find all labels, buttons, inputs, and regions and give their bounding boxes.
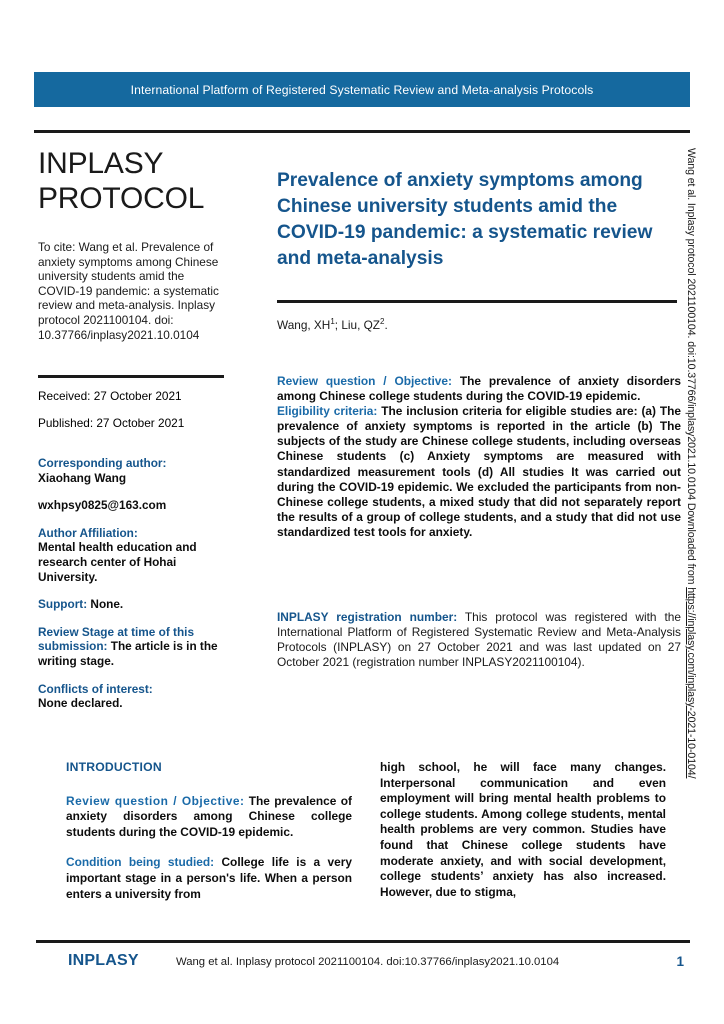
header-divider-rule <box>34 130 690 133</box>
author-affiliation-block: Author Affiliation: Mental health educat… <box>38 526 234 584</box>
corresponding-author-block: Corresponding author: Xiaohang Wang <box>38 456 234 485</box>
support-block: Support: None. <box>38 597 234 612</box>
contact-email[interactable]: wxhpsy0825@163.com <box>38 498 167 513</box>
side-margin-citation-text: Wang et al. Inplasy protocol 2021100104.… <box>685 148 697 588</box>
masthead: INPLASY PROTOCOL <box>38 146 238 216</box>
author-byline: Wang, XH1; Liu, QZ2. <box>277 314 681 333</box>
introduction-section: INTRODUCTION Review question / Objective… <box>66 760 666 920</box>
conflicts-block: Conflicts of interest: None declared. <box>38 682 234 711</box>
published-date: Published: 27 October 2021 <box>38 415 185 430</box>
citation-block: To cite: Wang et al. Prevalence of anxie… <box>38 240 219 342</box>
author-two: ; Liu, QZ <box>334 317 381 332</box>
corresponding-author-label: Corresponding author: <box>38 456 167 470</box>
byline-terminator: . <box>384 317 388 332</box>
condition-being-studied-paragraph: Condition being studied: College life is… <box>66 855 352 902</box>
introduction-review-question-paragraph: Review question / Objective: The prevale… <box>66 794 352 841</box>
abstract-block: Review question / Objective: The prevale… <box>277 374 681 540</box>
review-question-text: The prevalence of anxiety disorders amon… <box>277 374 681 404</box>
review-stage-label: Review Stage at time of this submission: <box>38 624 195 654</box>
journal-banner: International Platform of Registered Sys… <box>34 72 690 107</box>
support-label: Support: <box>38 597 88 612</box>
received-date: Received: 27 October 2021 <box>38 389 182 403</box>
eligibility-criteria-text: The inclusion criteria for eligible stud… <box>277 404 682 539</box>
conflicts-label: Conflicts of interest: <box>38 681 153 696</box>
registration-number-text: This protocol was registered with the In… <box>277 610 681 670</box>
masthead-line-1: INPLASY <box>38 147 164 180</box>
author-affiliation-text: Mental health education and research cen… <box>38 540 197 584</box>
side-margin-citation: Wang et al. Inplasy protocol 2021100104.… <box>685 148 697 938</box>
contact-email-block: wxhpsy0825@163.com <box>38 498 234 513</box>
registration-number-label: INPLASY registration number: <box>277 610 458 624</box>
author-one-affiliation-marker: 1 <box>330 317 335 326</box>
footer-divider-rule <box>36 940 690 943</box>
article-title: Prevalence of anxiety symptoms among Chi… <box>277 170 653 269</box>
introduction-left-column: INTRODUCTION Review question / Objective… <box>66 760 352 917</box>
review-stage-block: Review Stage at time of this submission:… <box>38 625 234 669</box>
dates-block: Received: 27 October 2021 Published: 27 … <box>38 389 234 430</box>
corresponding-author-name: Xiaohang Wang <box>38 470 127 485</box>
introduction-right-column: high school, he will face many changes. … <box>380 760 666 899</box>
introduction-heading: INTRODUCTION <box>66 760 162 774</box>
author-one: Wang, XH <box>277 317 331 332</box>
sidebar-info-blocks: Corresponding author: Xiaohang Wang wxhp… <box>38 456 234 724</box>
condition-being-studied-text: College life is a very important stage i… <box>66 855 352 901</box>
journal-banner-text: International Platform of Registered Sys… <box>130 82 594 97</box>
sidebar-divider-rule <box>38 375 224 378</box>
registration-block: INPLASY registration number: This protoc… <box>277 610 681 670</box>
support-value: None. <box>90 597 124 612</box>
author-two-affiliation-marker: 2 <box>380 317 385 326</box>
footer-brand: INPLASY <box>68 952 139 969</box>
review-question-label: Review question / Objective: <box>277 374 452 388</box>
page-number: 1 <box>676 954 684 969</box>
conflicts-value: None declared. <box>38 696 123 711</box>
footer-citation: Wang et al. Inplasy protocol 2021100104.… <box>176 956 560 968</box>
review-stage-value: The article is in the writing stage. <box>38 639 218 668</box>
page-footer: INPLASY Wang et al. Inplasy protocol 202… <box>36 952 690 978</box>
side-margin-url[interactable]: https://inplasy.com/inplasy-2021-10-0104… <box>685 587 697 779</box>
introduction-review-question-label: Review question / Objective: <box>66 793 245 808</box>
masthead-line-2: PROTOCOL <box>38 182 205 215</box>
eligibility-criteria-label: Eligibility criteria: <box>277 404 378 419</box>
title-divider-rule <box>277 300 677 303</box>
condition-being-studied-label: Condition being studied: <box>66 855 215 870</box>
introduction-review-question-text: The prevalence of anxiety disorders amon… <box>66 793 352 839</box>
author-affiliation-label: Author Affiliation: <box>38 525 138 540</box>
